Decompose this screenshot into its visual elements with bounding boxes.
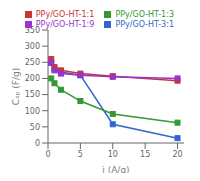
svg-text:10: 10 — [108, 150, 118, 159]
svg-text:0: 0 — [45, 150, 50, 159]
svg-text:150: 150 — [25, 90, 40, 99]
svg-text:5: 5 — [78, 150, 83, 159]
html-text:PPy/GO-HT-3:1: PPy/GO-HT-3:1 — [115, 20, 174, 29]
svg-text:i (A/g): i (A/g) — [102, 165, 129, 173]
svg-text:Cₛₚ (F/g): Cₛₚ (F/g) — [11, 68, 21, 105]
svg-text:0: 0 — [35, 139, 40, 148]
svg-text:300: 300 — [25, 42, 40, 51]
html-text:PPy/GO-HT-1:9: PPy/GO-HT-1:9 — [35, 20, 95, 29]
svg-text:250: 250 — [25, 58, 40, 67]
html-text:PPy/GO-HT-1:1: PPy/GO-HT-1:1 — [35, 10, 95, 19]
svg-text:200: 200 — [25, 74, 40, 83]
svg-text:50: 50 — [30, 123, 40, 132]
svg-text:350: 350 — [25, 26, 40, 35]
html-text:PPy/GO-HT-1:3: PPy/GO-HT-1:3 — [115, 10, 174, 19]
svg-text:20: 20 — [172, 150, 182, 159]
svg-text:100: 100 — [25, 107, 40, 116]
svg-text:15: 15 — [140, 150, 150, 159]
